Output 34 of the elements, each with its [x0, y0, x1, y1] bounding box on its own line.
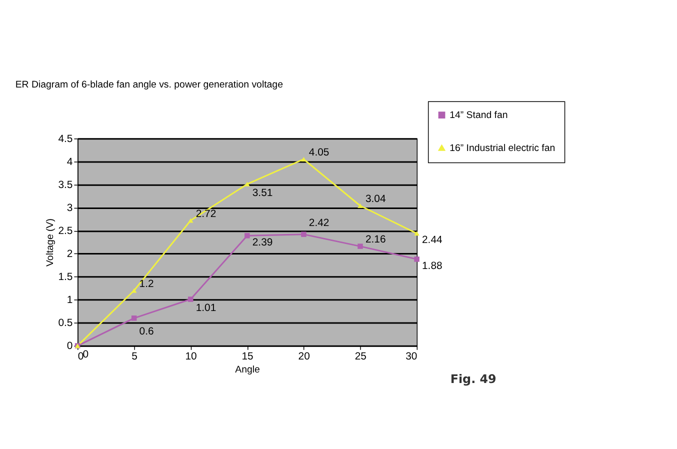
legend-label: 16” Industrial electric fan: [450, 142, 556, 154]
x-tick-label: 25: [354, 352, 367, 363]
x-axis-title: Angle: [235, 364, 260, 376]
data-label: 1.88: [422, 260, 442, 272]
data-label: 3.04: [365, 194, 386, 206]
y-tick-label: 3.5: [58, 180, 73, 191]
data-label: 3.51: [252, 188, 273, 200]
legend-label: 14” Stand fan: [450, 110, 508, 122]
y-tick-label: 3: [66, 202, 73, 214]
y-tick-label: 2.5: [58, 226, 73, 237]
y-tick-label: 4.5: [58, 134, 73, 145]
x-tick-label: 30: [406, 352, 418, 363]
y-tick-label: 0: [66, 341, 73, 352]
data-label: 1.2: [139, 278, 154, 290]
y-tick-label: 0.5: [58, 318, 73, 330]
x-tick-label: 15: [242, 352, 254, 363]
y-tick-label: 4: [66, 156, 73, 168]
data-label: 0.6: [139, 326, 154, 338]
y-axis-title: Voltage (V): [44, 218, 56, 266]
x-tick-label: 0: [78, 352, 84, 363]
y-tick-label: 1: [66, 295, 73, 306]
x-tick-label: 10: [185, 352, 197, 363]
data-label: 2.44: [422, 235, 442, 246]
x-tick-label: 5: [132, 352, 138, 363]
data-label: 2.16: [365, 234, 386, 246]
data-label: 2.42: [308, 218, 330, 230]
data-label: 4.05: [308, 148, 330, 159]
data-label: 1.01: [196, 303, 216, 314]
x-tick-label: 20: [298, 352, 310, 363]
chart-title: ER Diagram of 6-blade fan angle vs. power generation voltage: [15, 79, 283, 90]
data-label: 2.39: [252, 237, 273, 248]
caption: Fig. 49: [450, 372, 496, 386]
y-tick-label: 1.5: [58, 272, 73, 284]
y-tick-label: 2: [66, 249, 73, 260]
